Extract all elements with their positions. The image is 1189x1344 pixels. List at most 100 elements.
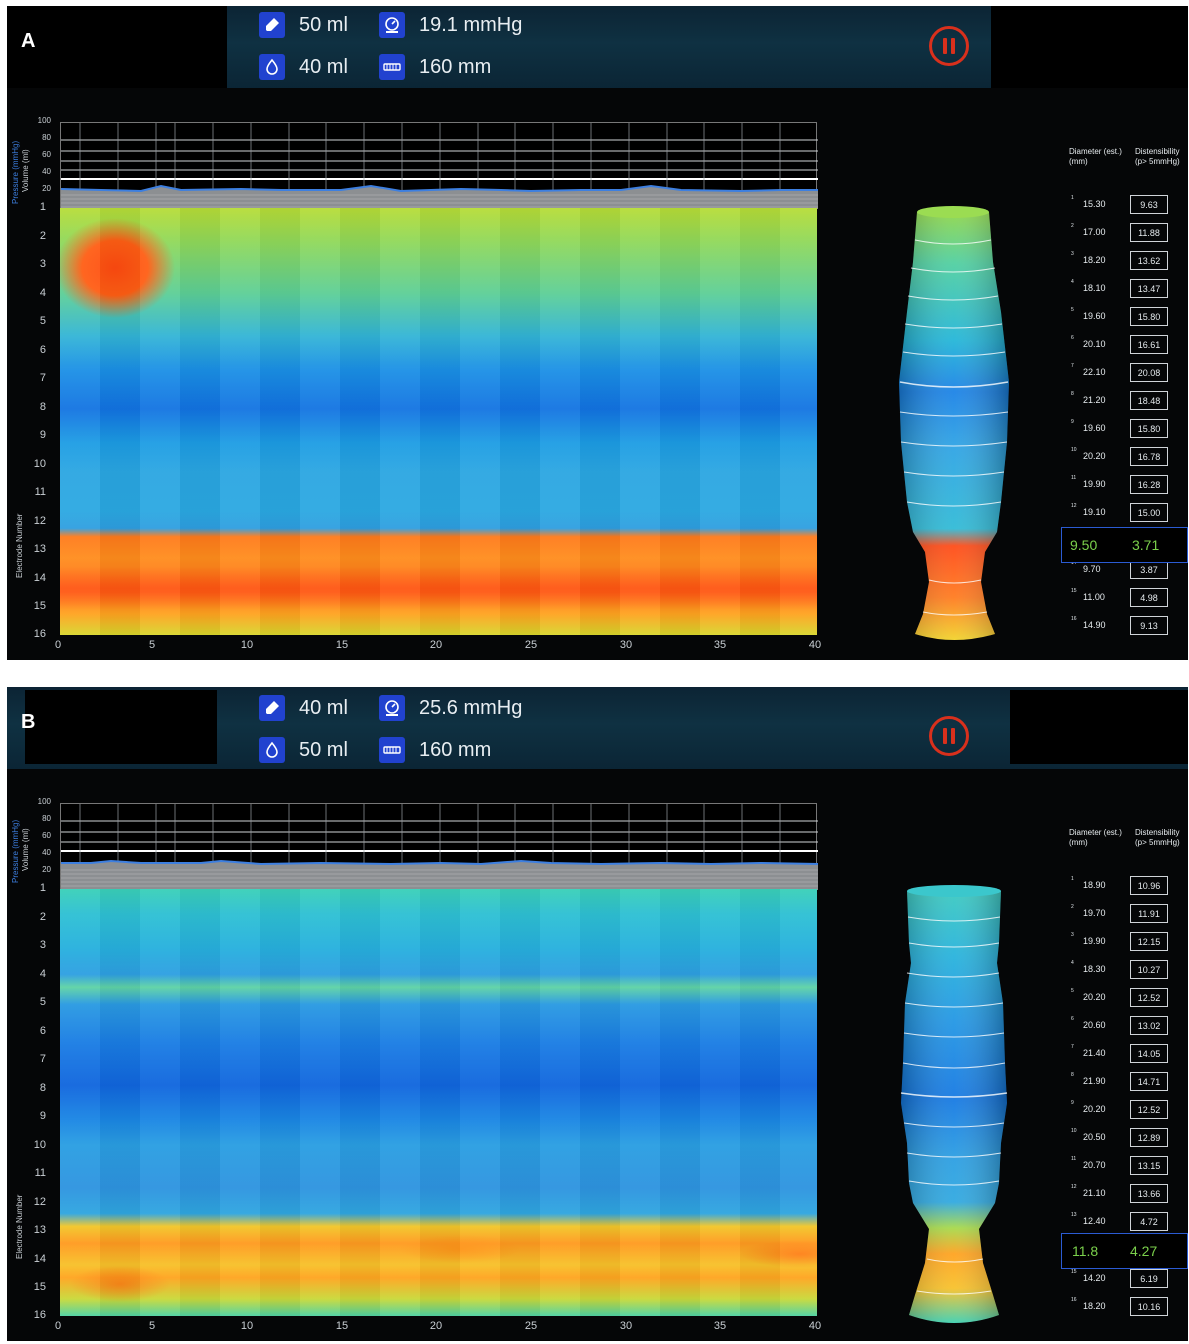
diameter-value: 18.30 (1083, 964, 1106, 974)
row-index: 15 (1071, 588, 1077, 594)
distensibility-cell: 16.61 (1130, 335, 1168, 354)
row-index: 10 (1071, 1128, 1077, 1134)
row-index: 8 (1071, 1072, 1074, 1078)
redacted-area-left (25, 690, 217, 764)
probe-length: 160 mm (379, 54, 491, 80)
distensibility-cell: 6.19 (1130, 1269, 1168, 1288)
diameter-value: 19.10 (1083, 507, 1106, 517)
row-index: 7 (1071, 363, 1074, 369)
probe-length: 160 mm (379, 737, 491, 763)
electrode-tick: 11 (34, 1167, 46, 1179)
diameter-value: 18.20 (1083, 255, 1106, 265)
electrode-tick: 10 (33, 458, 46, 470)
diameter-value: 15.30 (1083, 199, 1106, 209)
diameter-value: 20.50 (1083, 1132, 1106, 1142)
pause-button[interactable] (929, 716, 969, 756)
distensibility-cell: 15.80 (1130, 307, 1168, 326)
distensibility-cell: 12.52 (1130, 988, 1168, 1007)
electrode-tick: 13 (33, 1224, 46, 1236)
electrode-tick: 7 (39, 1053, 46, 1065)
redacted-area-left (7, 6, 227, 88)
x-tick: 0 (54, 1320, 62, 1332)
x-tick: 40 (808, 1320, 822, 1332)
distensibility-cell: 9.13 (1130, 616, 1168, 635)
pause-icon-bar (951, 728, 955, 744)
diameter-value: 17.00 (1083, 227, 1106, 237)
distensibility-header: Distensibility (p> 5mmHg) (1135, 147, 1180, 167)
row-index: 16 (1071, 616, 1077, 622)
row-index: 5 (1071, 988, 1074, 994)
top-tick: 80 (42, 814, 51, 823)
row-index: 2 (1071, 223, 1074, 229)
x-tick: 10 (240, 639, 254, 651)
electrode-tick: 15 (33, 600, 46, 612)
pause-icon (943, 38, 947, 54)
top-tick: 100 (37, 116, 51, 125)
electrode-heatmap (60, 889, 817, 1316)
distensibility-header-unit: (p> 5mmHg) (1135, 838, 1180, 847)
pressure-axis-title: Pressure (mmHg) (11, 140, 20, 204)
diameter-header-unit: (mm) (1069, 838, 1088, 847)
pressure-value: 25.6 mmHg (419, 696, 523, 719)
distensibility-cell: 12.52 (1130, 1100, 1168, 1119)
electrode-tick: 5 (39, 996, 46, 1008)
syringe-icon (259, 12, 285, 38)
row-index: 7 (1071, 1044, 1074, 1050)
x-tick: 35 (713, 639, 727, 651)
top-tick: 80 (42, 133, 51, 142)
distensibility-cell: 13.47 (1130, 279, 1168, 298)
pause-button[interactable] (929, 26, 969, 66)
distensibility-cell: 18.48 (1130, 391, 1168, 410)
redacted-area-right (991, 6, 1188, 88)
top-tick: 20 (42, 184, 51, 193)
distensibility-cell: 10.16 (1130, 1297, 1168, 1316)
pressure-reading: 25.6 mmHg (379, 695, 522, 721)
volume-value: 40 ml (299, 55, 348, 78)
diameter-value: 21.20 (1083, 395, 1106, 405)
electrode-tick: 7 (39, 372, 46, 384)
selected-measurement: 11.8 4.27 (1061, 1233, 1188, 1269)
top-tick: 60 (42, 150, 51, 159)
row-index: 14 (1071, 560, 1077, 566)
electrode-tick: 11 (34, 486, 46, 498)
pressure-volume-plot (60, 803, 818, 890)
x-tick: 15 (335, 639, 349, 651)
geometry-3d-model (900, 885, 1008, 1323)
electrode-tick: 9 (39, 1110, 46, 1122)
electrode-tick: 1 (39, 201, 46, 213)
diameter-value: 19.90 (1083, 479, 1106, 489)
selected-diameter: 11.8 (1072, 1243, 1099, 1259)
diameter-value: 20.20 (1083, 992, 1106, 1002)
row-index: 4 (1071, 279, 1074, 285)
electrode-heatmap (60, 208, 817, 635)
distensibility-cell: 4.72 (1130, 1212, 1168, 1231)
length-value: 160 mm (419, 738, 492, 761)
panel-a: A 50 ml 19.1 mmHg 40 ml 160 mm Pressure … (7, 6, 1188, 660)
diameter-value: 12.40 (1083, 1216, 1106, 1226)
x-tick: 5 (148, 1320, 156, 1332)
diameter-header: Diameter (est.) (mm) (1069, 828, 1122, 848)
row-index: 3 (1071, 251, 1074, 257)
electrode-tick: 13 (33, 543, 46, 555)
diameter-value: 19.60 (1083, 311, 1106, 321)
pressure-reading: 19.1 mmHg (379, 12, 522, 38)
distensibility-cell: 13.66 (1130, 1184, 1168, 1203)
diameter-header: Diameter (est.) (mm) (1069, 147, 1122, 167)
electrode-tick: 4 (39, 968, 46, 980)
pause-icon (943, 728, 947, 744)
probe-icon (379, 54, 405, 80)
electrode-tick: 16 (33, 628, 46, 640)
row-index: 9 (1071, 419, 1074, 425)
x-tick: 35 (713, 1320, 727, 1332)
pressure-axis-title: Pressure (mmHg) (11, 819, 20, 883)
diameter-value: 19.60 (1083, 423, 1106, 433)
diameter-header-label: Diameter (est.) (1069, 147, 1122, 156)
row-index: 5 (1071, 307, 1074, 313)
row-index: 3 (1071, 932, 1074, 938)
diameter-value: 20.20 (1083, 451, 1106, 461)
electrode-tick: 4 (39, 287, 46, 299)
electrode-tick: 10 (33, 1139, 46, 1151)
x-tick: 20 (429, 1320, 443, 1332)
x-tick: 20 (429, 639, 443, 651)
diameter-value: 19.90 (1083, 936, 1106, 946)
